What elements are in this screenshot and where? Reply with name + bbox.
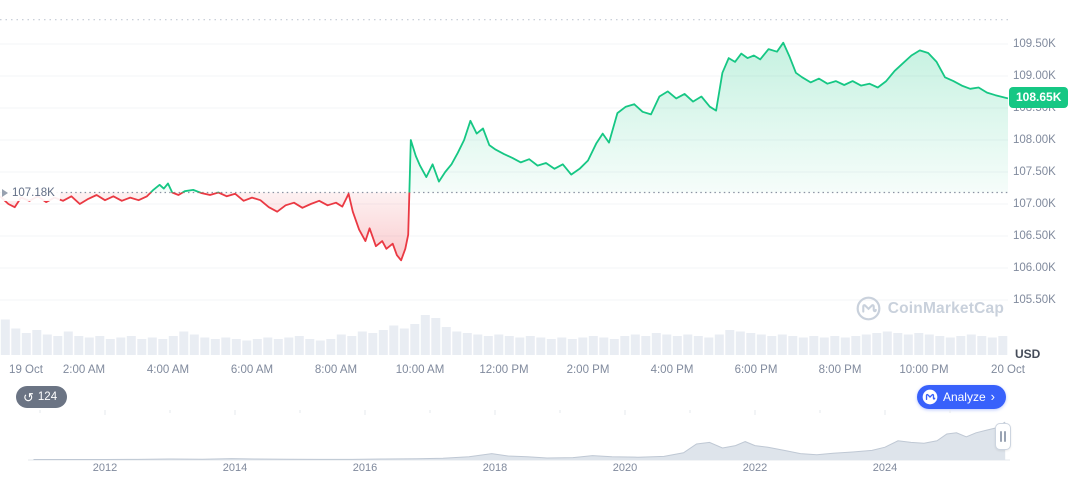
x-axis-label: 10:00 AM <box>395 364 445 376</box>
currency-unit-label: USD <box>1015 347 1041 361</box>
volume-bars <box>0 315 1008 355</box>
analyze-label: Analyze <box>942 390 986 404</box>
x-axis-label: 2:00 AM <box>62 364 106 376</box>
date-range-selector[interactable]: 2012 2014 2016 2018 2020 2022 2024 <box>0 410 1072 477</box>
range-area <box>33 422 1006 460</box>
x-axis-label: 20 Oct <box>991 364 1025 376</box>
range-year-label: 2020 <box>612 462 638 474</box>
range-year-axis: 2012 2014 2016 2018 2020 2022 2024 <box>0 460 1072 476</box>
range-year-label: 2024 <box>872 462 898 474</box>
price-area-up <box>0 42 1008 193</box>
watermark-text: CoinMarketCap <box>887 299 1004 317</box>
history-icon: ↺ <box>23 389 34 405</box>
x-axis-label: 10:00 PM <box>899 364 949 376</box>
x-axis-label: 6:00 AM <box>230 364 274 376</box>
range-year-label: 2016 <box>352 462 378 474</box>
x-axis-label: 8:00 AM <box>314 364 358 376</box>
x-axis-label: 4:00 PM <box>650 364 694 376</box>
handle-grip <box>1004 431 1006 442</box>
range-year-ticks <box>39 410 951 415</box>
x-axis-label: 4:00 AM <box>146 364 190 376</box>
chevron-right-icon: › <box>990 389 995 404</box>
price-line-up <box>149 41 1008 193</box>
x-axis-label: 12:00 PM <box>479 364 529 376</box>
x-axis-label: 8:00 PM <box>818 364 862 376</box>
analyze-button[interactable]: Analyze › <box>916 385 1006 409</box>
x-axis-label: 2:00 PM <box>566 364 610 376</box>
current-price-badge: 108.65K <box>1009 87 1069 109</box>
range-handle[interactable] <box>995 423 1011 450</box>
x-axis-label: 19 Oct <box>9 364 43 376</box>
handle-grip <box>1000 431 1002 442</box>
baseline-price-text: 107.18K <box>12 186 55 199</box>
range-line <box>33 421 1006 460</box>
x-axis-label: 6:00 PM <box>734 364 778 376</box>
range-year-label: 2012 <box>92 462 118 474</box>
history-count: 124 <box>37 391 58 403</box>
baseline-price-label: 107.18K <box>0 184 60 201</box>
range-year-label: 2014 <box>222 462 248 474</box>
history-count-badge[interactable]: ↺ 124 <box>16 386 68 408</box>
x-axis: 19 Oct 2:00 AM 4:00 AM 6:00 AM 8:00 AM 10:00 … <box>0 364 1072 380</box>
coinmarketcap-watermark: CoinMarketCap <box>856 296 1004 321</box>
range-year-label: 2022 <box>742 462 768 474</box>
coinmarketcap-logo-icon <box>856 296 881 321</box>
baseline-marker-icon <box>2 188 8 197</box>
price-chart-canvas[interactable] <box>0 0 1072 360</box>
range-year-label: 2018 <box>482 462 508 474</box>
coinmarketcap-logo-icon <box>922 389 938 405</box>
range-selector-chart[interactable] <box>0 410 1072 462</box>
